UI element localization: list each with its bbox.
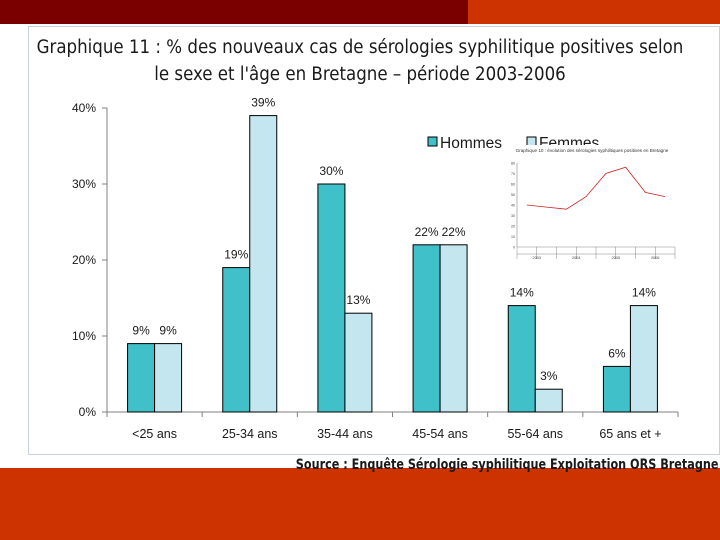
bar-femmes <box>534 388 563 413</box>
x-tick-label: <25 ans <box>132 427 177 441</box>
bar-hommes <box>507 305 536 413</box>
inset-year-label: 2005 <box>612 256 620 260</box>
y-tick-label: 10% <box>72 329 96 343</box>
data-label: 14% <box>632 286 656 300</box>
inset-y-tick-label: 0 <box>513 246 515 250</box>
y-tick-label: 20% <box>72 253 96 267</box>
x-tick-label: 65 ans et + <box>599 427 661 441</box>
data-label: 9% <box>132 324 150 338</box>
bar-femmes <box>344 312 373 413</box>
inset-y-tick-label: 30 <box>511 214 515 218</box>
data-label: 9% <box>159 324 177 338</box>
bar-femmes <box>154 343 183 413</box>
y-tick-label: 0% <box>79 405 97 419</box>
bar-femmes <box>439 244 468 413</box>
legend-label-hommes: Hommes <box>440 135 502 152</box>
data-label: 22% <box>415 225 439 239</box>
inset-y-tick-label: 20 <box>511 225 515 229</box>
data-label: 19% <box>224 248 248 262</box>
inset-y-tick-label: 40 <box>511 204 515 208</box>
bottom-bar <box>0 468 720 540</box>
data-label: 39% <box>251 96 275 110</box>
inset-y-tick-label: 50 <box>511 193 515 197</box>
inset-y-tick-label: 70 <box>511 172 515 176</box>
inset-y-tick-label: 10 <box>511 235 515 239</box>
chart-title-line-1: Graphique 11 : % des nouveaux cas de sér… <box>36 37 684 58</box>
y-tick-label: 40% <box>72 101 96 115</box>
source-note: Source : Enquête Sérologie syphilitique … <box>295 457 718 473</box>
data-label: 13% <box>346 293 370 307</box>
inset-year-label: 2003 <box>533 256 541 260</box>
data-label: 6% <box>608 346 626 360</box>
inset-line-chart: Graphique 10 : évolution des sérologies … <box>505 145 680 268</box>
bar-hommes <box>222 267 251 413</box>
chart-title-line-2: le sexe et l'âge en Bretagne – période 2… <box>154 64 566 85</box>
inset-series-line <box>526 166 666 210</box>
inset-year-label: 2006 <box>651 256 659 260</box>
data-label: 30% <box>319 164 343 178</box>
top-bar <box>0 0 720 24</box>
top-bar-accent-segment <box>571 0 720 24</box>
bar-hommes <box>317 183 346 413</box>
data-label: 14% <box>510 286 534 300</box>
inset-chart-svg: Graphique 10 : évolution des sérologies … <box>511 148 676 260</box>
data-label: 22% <box>442 225 466 239</box>
chart-title: Graphique 11 : % des nouveaux cas de sér… <box>0 34 720 88</box>
bar-hommes <box>127 343 156 413</box>
inset-y-tick-label: 80 <box>511 162 515 166</box>
x-tick-label: 55-64 ans <box>507 427 563 441</box>
inset-y-tick-label: 60 <box>511 183 515 187</box>
x-tick-label: 25-34 ans <box>222 427 278 441</box>
top-bar-dark-segment <box>0 0 468 24</box>
bar-femmes <box>249 115 278 413</box>
y-tick-label: 30% <box>72 177 96 191</box>
bar-chart: 0% 10% 20% 30% 40% <25 ans 9% 9% 25-34 ans 19% 39%… <box>72 96 679 441</box>
data-label: 3% <box>540 369 558 383</box>
bar-hommes <box>602 365 631 413</box>
legend-swatch-hommes <box>427 136 438 147</box>
inset-year-label: 2004 <box>572 256 580 260</box>
inset-title: Graphique 10 : évolution des sérologies … <box>516 148 669 153</box>
bar-hommes <box>412 244 441 413</box>
bar-femmes <box>629 305 658 413</box>
x-tick-label: 45-54 ans <box>412 427 468 441</box>
x-tick-label: 35-44 ans <box>317 427 373 441</box>
